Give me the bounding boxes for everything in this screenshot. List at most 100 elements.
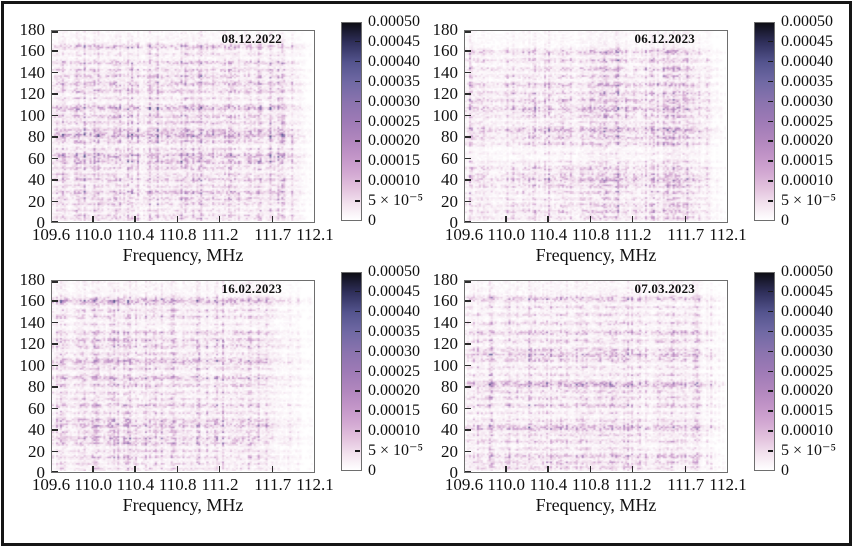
y-tick-label: 160: [19, 291, 46, 311]
x-tick-label: 110.0: [487, 475, 526, 494]
x-tick-mark: [92, 216, 94, 222]
colorbar-tick-mark: [355, 180, 360, 182]
y-tick-label: 20: [441, 191, 458, 211]
y-tick-mark: [52, 364, 58, 367]
y-tick-mark: [465, 31, 471, 33]
colorbar-tick-mark: [768, 180, 773, 182]
y-tick-label: 80: [28, 377, 45, 397]
y-tick-mark: [52, 31, 58, 33]
colorbar-tick-label: 0.00035: [368, 322, 420, 340]
x-tick-label: 110.8: [158, 225, 197, 244]
y-tick-mark: [465, 300, 471, 302]
x-tick-label: 109.6: [444, 475, 484, 494]
colorbar-tick-label: 5 × 10⁻⁵: [781, 442, 837, 460]
x-tick-mark: [547, 466, 549, 472]
x-tick-mark: [134, 466, 136, 472]
y-tick-mark: [465, 470, 471, 472]
y-tick-label: 60: [441, 148, 458, 168]
y-tick-label: 180: [432, 270, 459, 289]
colorbar-tick-label: 0.00020: [781, 132, 833, 150]
date-label: 06.12.2023: [634, 31, 695, 46]
colorbar-tick-label: 5 × 10⁻⁵: [781, 192, 837, 210]
x-tick-label: 109.6: [31, 225, 71, 244]
y-tick-label: 120: [432, 84, 459, 104]
colorbar-tick-label: 0.00050: [368, 263, 420, 280]
y-tick-mark: [465, 114, 471, 117]
colorbar-tick-label: 0.00015: [368, 152, 420, 170]
y-tick-mark: [465, 93, 471, 95]
y-tick-label: 120: [19, 84, 46, 104]
colorbar-tick-label: 0.00035: [368, 72, 420, 90]
y-tick-label: 40: [441, 170, 458, 190]
y-tick-label: 20: [28, 191, 45, 211]
colorbar-tick-label: 0.00020: [368, 382, 420, 400]
y-tick-label: 180: [19, 270, 46, 289]
y-tick-mark: [52, 343, 58, 345]
colorbar-tick-mark: [768, 430, 773, 432]
x-tick-label: 111.2: [614, 475, 652, 494]
y-tick-mark: [52, 157, 58, 160]
colorbar-tick-label: 0.00030: [368, 92, 420, 110]
colorbar-tick-label: 0.00015: [781, 152, 833, 170]
colorbar-tick-label: 0.00025: [781, 362, 833, 380]
heatmap-plot: 07.03.2023: [464, 280, 728, 473]
colorbar-tick-mark: [768, 310, 773, 313]
colorbar-tick-mark: [355, 330, 360, 333]
x-tick-mark: [684, 216, 687, 222]
colorbar-tick-label: 5 × 10⁻⁵: [368, 192, 424, 210]
y-tick-mark: [52, 321, 58, 324]
x-tick-mark: [176, 216, 179, 222]
colorbar-tick-mark: [355, 350, 360, 353]
y-tick-label: 140: [19, 62, 46, 82]
colorbar-tick-mark: [768, 450, 773, 452]
colorbar-tick-mark: [355, 120, 360, 122]
panel-2022-12-08: 08.12.2022 Frequency, MHz 0.00050 0.00045…: [20, 13, 424, 265]
y-tick-label: 40: [441, 420, 458, 440]
colorbar-tick-label: 0.00010: [368, 172, 420, 190]
y-tick-label: 100: [19, 355, 46, 375]
x-tick-label: 110.4: [529, 225, 568, 244]
colorbar-tick-label: 0: [368, 212, 376, 229]
colorbar-tick-mark: [768, 330, 773, 333]
x-tick-label: 110.8: [571, 225, 610, 244]
y-tick-label: 40: [28, 170, 45, 190]
y-tick-mark: [465, 386, 471, 388]
y-tick-mark: [52, 386, 58, 388]
colorbar-tick-label: 0.00020: [368, 132, 420, 150]
colorbar-tick-mark: [768, 350, 773, 353]
x-tick-mark: [589, 216, 592, 222]
x-tick-label: 110.4: [529, 475, 568, 494]
colorbar-tick-mark: [355, 200, 360, 202]
colorbar-tick-label: 0.00045: [368, 282, 420, 300]
heatmap-canvas: [52, 31, 313, 221]
x-axis-title: Frequency, MHz: [122, 495, 244, 515]
colorbar-tick-label: 0.00035: [781, 322, 833, 340]
colorbar: 0.00050 0.00045 0.00040 0.00035 0.00030 0.000…: [341, 263, 423, 479]
colorbar-tick-label: 0.00015: [781, 402, 833, 420]
date-label: 08.12.2022: [221, 31, 282, 46]
colorbar-tick-mark: [768, 40, 773, 43]
panel-2023-03-07: 07.03.2023 Frequency, MHz 0.00050 0.00045…: [433, 263, 837, 515]
colorbar-tick-mark: [355, 370, 360, 372]
colorbar-tick-label: 0.00050: [781, 13, 833, 30]
colorbar-tick-label: 0.00050: [781, 263, 833, 280]
x-axis-title: Frequency, MHz: [535, 495, 657, 515]
heatmap-plot: 16.02.2023: [51, 280, 315, 473]
y-tick-mark: [52, 450, 58, 453]
y-tick-mark: [465, 157, 471, 160]
y-tick-mark: [52, 179, 58, 181]
y-tick-mark: [52, 281, 58, 283]
y-tick-label: 100: [432, 105, 459, 125]
colorbar-tick-mark: [768, 370, 773, 372]
y-tick-label: 160: [19, 41, 46, 61]
colorbar-tick-label: 0.00010: [781, 422, 833, 440]
y-tick-mark: [465, 450, 471, 453]
colorbar-tick-mark: [768, 60, 773, 63]
x-tick-label: 110.0: [74, 225, 113, 244]
x-tick-mark: [92, 466, 94, 472]
y-tick-mark: [52, 300, 58, 302]
y-tick-label: 140: [19, 312, 46, 332]
y-tick-mark: [465, 71, 471, 74]
colorbar-tick-label: 0: [781, 462, 789, 479]
